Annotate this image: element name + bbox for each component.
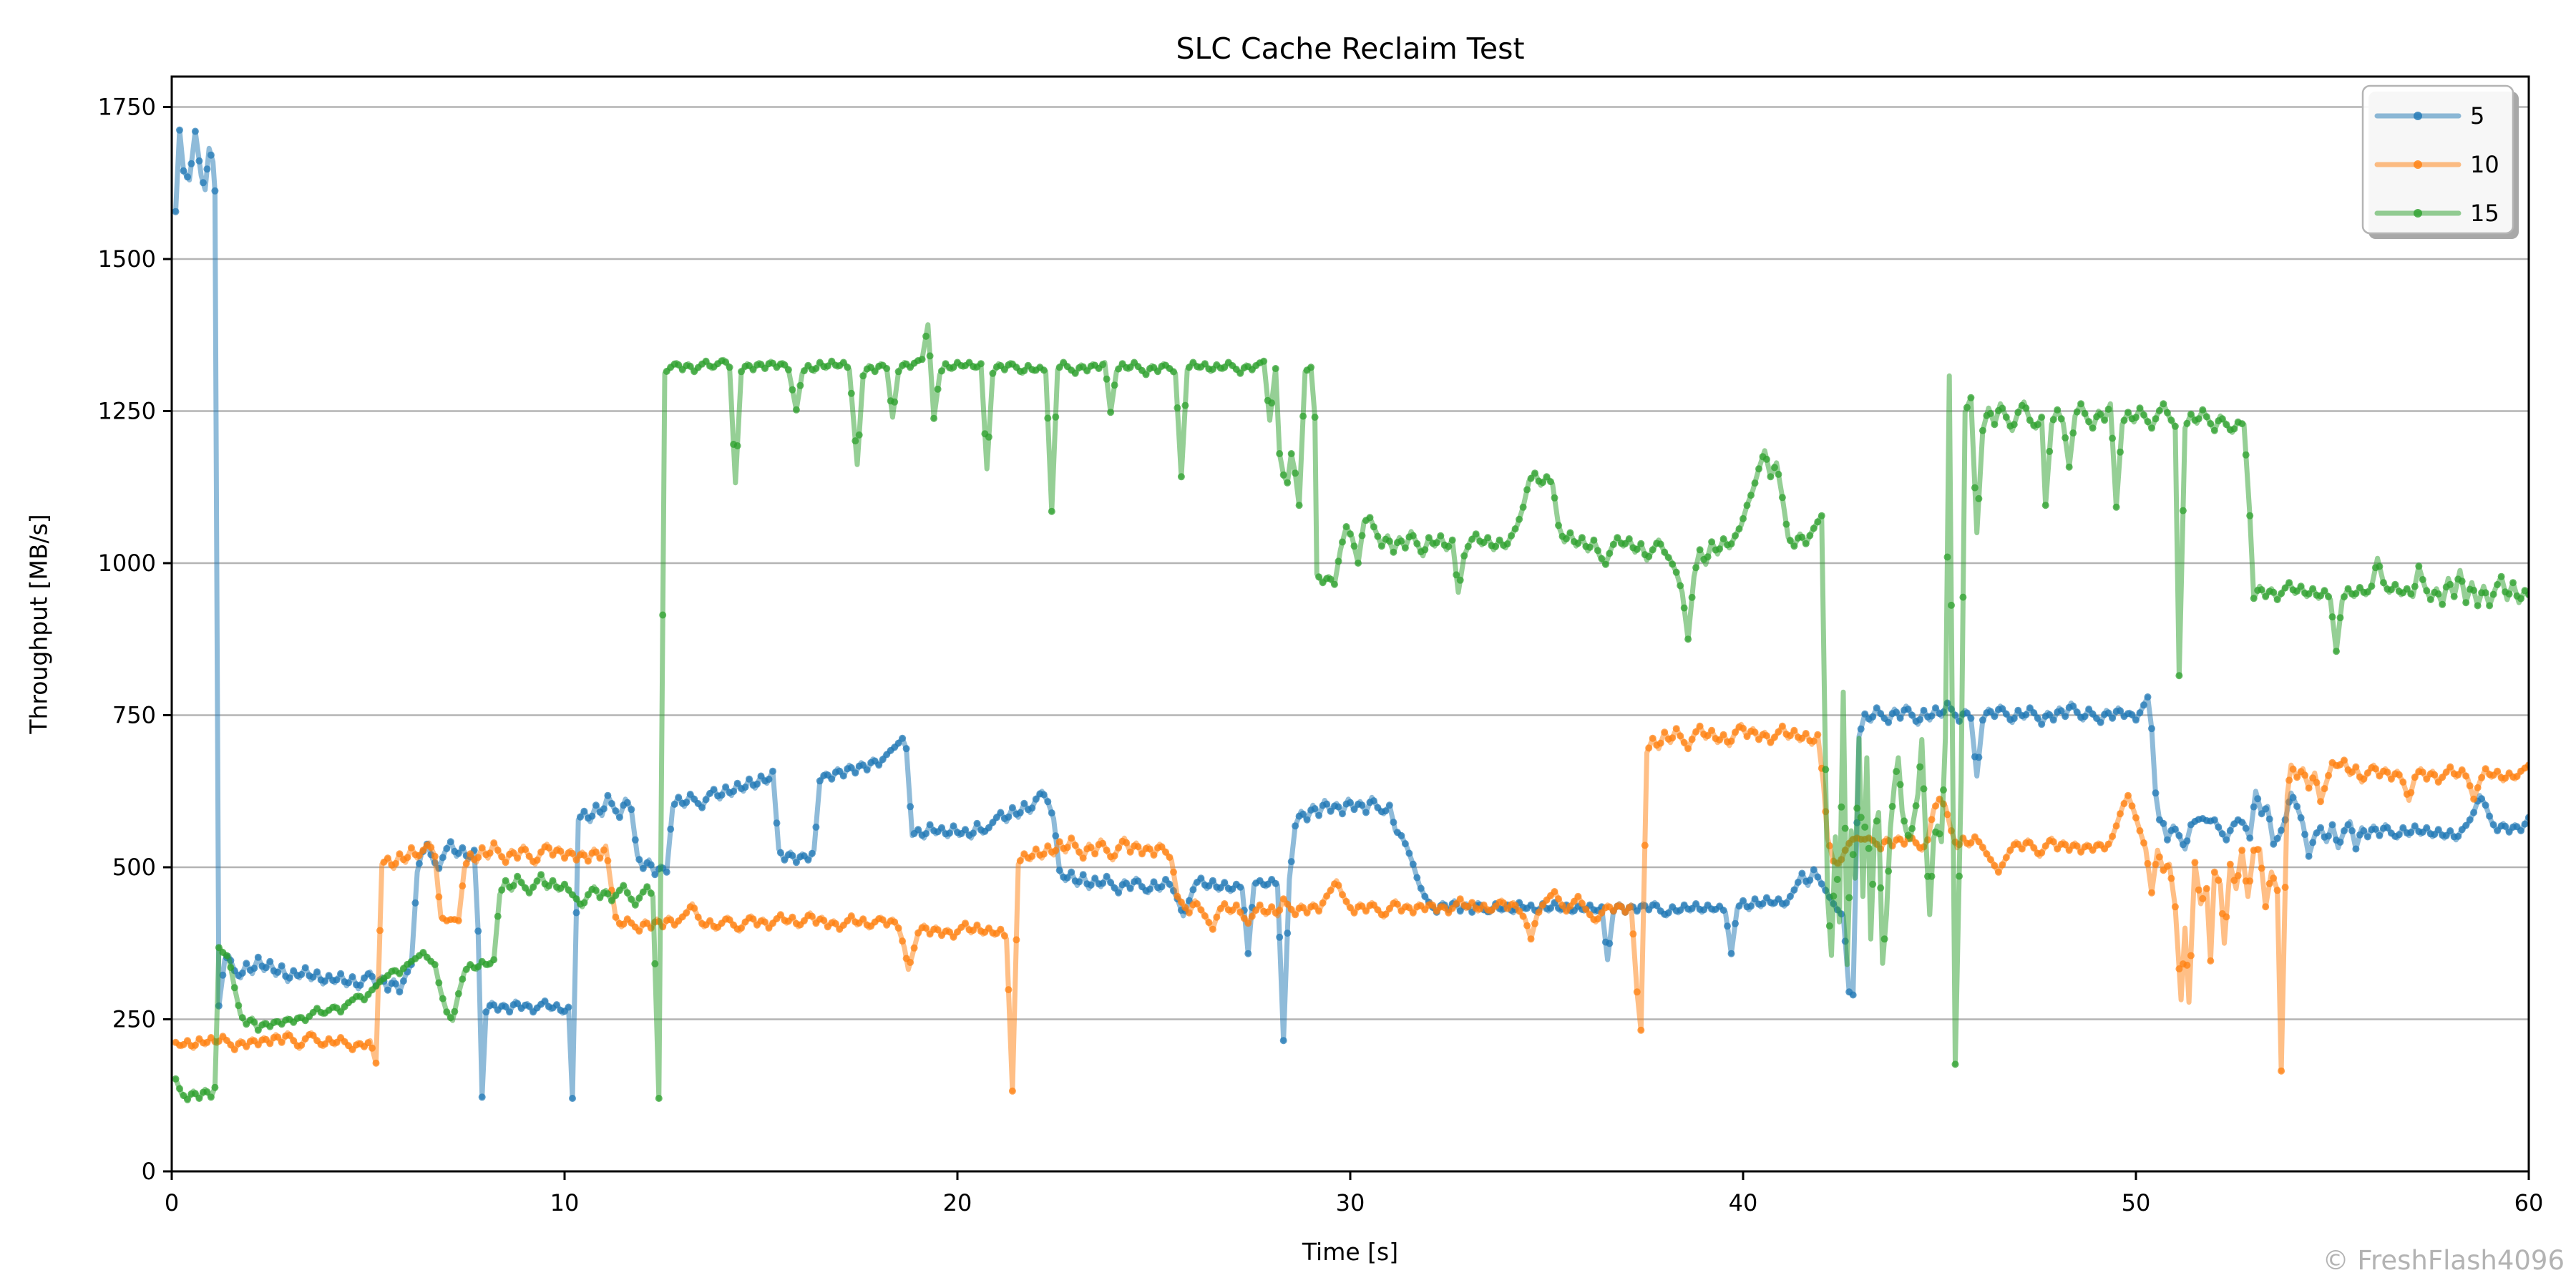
legend-marker-15 (2414, 209, 2422, 218)
legend-marker-5 (2414, 112, 2422, 120)
series-5-markers (172, 126, 2529, 1102)
series-15-line (173, 322, 2529, 1103)
legend-marker-10 (2414, 160, 2422, 169)
y-axis: 0 250 500 750 1000 1250 1500 1750 (98, 94, 172, 1185)
x-tick-label: 10 (550, 1189, 580, 1216)
y-axis-label: Throughput [MB/s] (24, 514, 53, 734)
x-tick-label: 20 (943, 1189, 972, 1216)
y-tick-label: 1250 (98, 398, 156, 425)
grid-lines (172, 106, 2529, 1173)
y-tick-label: 1500 (98, 245, 156, 273)
x-axis: 0 10 20 30 40 50 60 (165, 1171, 2544, 1216)
legend-label-15: 15 (2470, 200, 2499, 227)
y-tick-label: 250 (112, 1006, 156, 1033)
watermark-text: © FreshFlash4096 (2322, 1245, 2565, 1276)
x-axis-label: Time [s] (1302, 1238, 1399, 1266)
y-tick-label: 1000 (98, 550, 156, 577)
y-tick-label: 500 (112, 854, 156, 881)
x-tick-label: 30 (1336, 1189, 1365, 1216)
legend-label-5: 5 (2470, 102, 2484, 130)
y-tick-label: 1750 (98, 94, 156, 121)
series-15-markers (172, 332, 2529, 1103)
x-tick-label: 50 (2122, 1189, 2151, 1216)
legend-label-10: 10 (2470, 151, 2499, 178)
x-tick-label: 60 (2514, 1189, 2544, 1216)
x-tick-label: 40 (1729, 1189, 1758, 1216)
y-tick-label: 0 (142, 1158, 156, 1185)
legend: 5 10 15 (2361, 84, 2519, 239)
series-10-markers (172, 722, 2529, 1095)
legend-box (2361, 84, 2514, 235)
y-tick-label: 750 (112, 702, 156, 729)
series-group (172, 126, 2529, 1103)
x-tick-label: 0 (165, 1189, 179, 1216)
chart-title: SLC Cache Reclaim Test (1176, 31, 1525, 66)
